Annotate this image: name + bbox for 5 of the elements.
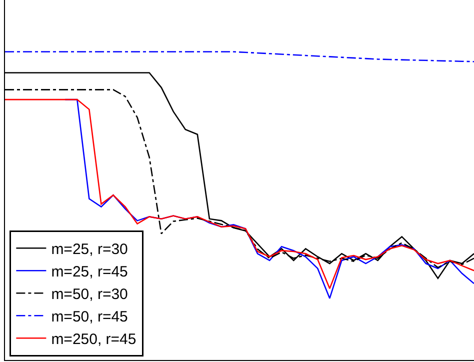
legend-label: m=25, r=30 [51,241,128,258]
legend-label: m=50, r=30 [51,286,128,303]
legend-label: m=25, r=45 [51,264,128,280]
legend-label: m=50, r=45 [51,308,128,326]
legend-label: m=250, r=45 [51,331,136,348]
